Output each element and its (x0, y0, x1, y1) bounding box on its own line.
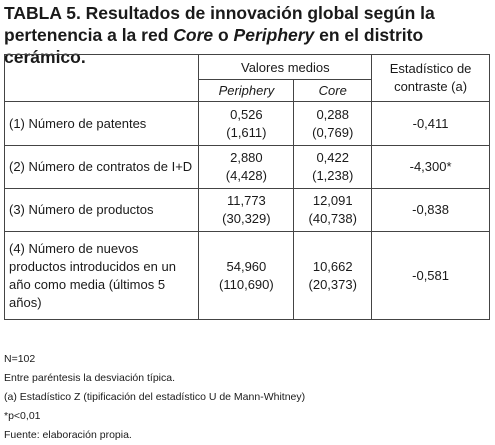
row-label: (4) Número de nuevos productos introduci… (3, 231, 200, 320)
periphery-cell: 54,960 (110,690) (198, 231, 295, 320)
note-sd: Entre paréntesis la desviación típica. (4, 372, 176, 384)
results-table: Valores medios Estadístico de contraste … (3, 54, 490, 320)
core-sd: (0,769) (312, 124, 354, 140)
header-empty-cell (3, 54, 200, 102)
core-sd: (20,373) (308, 276, 357, 292)
core-mean: 12,091 (312, 193, 353, 208)
periphery-sd: (110,690) (219, 276, 274, 292)
periphery-sd: (30,329) (222, 211, 271, 226)
note-n: N=102 (4, 353, 36, 365)
header-core: Core (293, 79, 373, 102)
periphery-mean: 54,960 (226, 258, 267, 274)
core-cell: 0,422 (1,238) (293, 145, 373, 189)
periphery-mean: 0,526 (230, 106, 263, 122)
row-label: (2) Número de contratos de I+D (3, 145, 200, 189)
periphery-cell: 11,773 (30,329) (198, 188, 295, 232)
title-periphery: Periphery (233, 25, 315, 45)
periphery-sd: (1,611) (226, 124, 267, 140)
core-cell: 12,091 (40,738) (293, 188, 373, 232)
table-row: (3) Número de productos 11,773 (30,329) 1… (3, 188, 490, 232)
table-row: (1) Número de patentes 0,526 (1,611) 0,28… (3, 101, 490, 146)
core-mean: 0,288 (316, 106, 349, 122)
title-core: Core (173, 25, 214, 45)
stat-value: -0,838 (371, 188, 490, 232)
periphery-mean: 11,773 (226, 193, 266, 208)
document: TABLA 5. Resultados de innovación global… (3, 3, 490, 441)
stat-value: -0,411 (371, 101, 490, 146)
table-row: (2) Número de contratos de I+D 2,880 (4,4… (3, 145, 490, 189)
note-stat: (a) Estadístico Z (tipificación del esta… (4, 391, 306, 403)
periphery-sd: (4,428) (225, 168, 267, 183)
title-prefix: TABLA 5. Resultados de innovación global… (4, 3, 435, 45)
core-cell: 0,288 (0,769) (293, 101, 373, 146)
row-label: (3) Número de productos (3, 188, 200, 232)
row-label: (1) Número de patentes (3, 101, 200, 146)
core-mean: 10,662 (312, 258, 353, 274)
title-mid: o (213, 25, 234, 45)
stat-value: -0,581 (371, 231, 490, 320)
header-periphery: Periphery (198, 79, 295, 102)
periphery-cell: 0,526 (1,611) (198, 101, 295, 146)
core-cell: 10,662 (20,373) (293, 231, 373, 320)
header-estadistico: Estadístico de contraste (a) (371, 54, 490, 102)
header-valores-medios: Valores medios (198, 54, 373, 80)
table-row: (4) Número de nuevos productos introduci… (3, 231, 490, 320)
table-notes: N=102 Entre paréntesis la desviación típ… (4, 350, 305, 445)
periphery-cell: 2,880 (4,428) (198, 145, 295, 189)
core-sd: (40,738) (308, 211, 357, 226)
core-sd: (1,238) (312, 168, 354, 183)
stat-value: -4,300* (371, 145, 490, 189)
note-p: *p<0,01 (4, 410, 41, 422)
header-row-1: Valores medios Estadístico de contraste … (3, 54, 490, 102)
periphery-mean: 2,880 (230, 150, 263, 165)
core-mean: 0,422 (316, 150, 349, 165)
